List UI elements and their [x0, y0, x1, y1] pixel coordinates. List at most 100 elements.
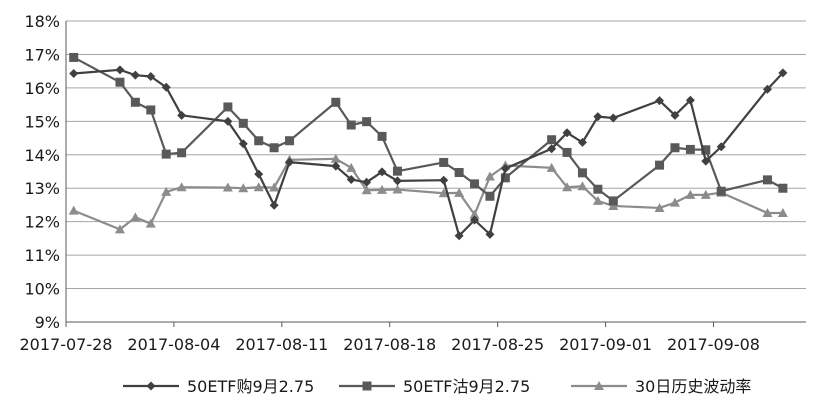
data-point — [439, 157, 449, 167]
legend-item: 30日历史波动率 — [571, 377, 751, 396]
data-point — [346, 120, 356, 130]
data-point — [392, 176, 402, 186]
data-point — [608, 113, 618, 123]
data-point — [546, 162, 557, 172]
data-point — [669, 197, 680, 207]
data-point — [470, 215, 480, 225]
data-point — [377, 184, 388, 194]
data-point — [485, 191, 495, 201]
gridlines — [66, 20, 806, 290]
data-point — [146, 105, 156, 115]
legend-label: 50ETF购9月2.75 — [187, 377, 314, 396]
data-point — [439, 175, 449, 185]
data-point — [145, 218, 156, 228]
legend-item: 50ETF购9月2.75 — [123, 377, 314, 396]
y-tick-label: 16% — [24, 79, 60, 98]
x-tick-label: 2017-07-28 — [20, 335, 113, 354]
data-point — [454, 231, 464, 241]
data-point — [685, 144, 695, 154]
data-point — [500, 173, 510, 183]
data-point — [285, 136, 295, 146]
data-point — [454, 187, 465, 197]
series-triangle — [68, 153, 788, 234]
data-point — [593, 112, 603, 122]
data-point — [115, 65, 125, 75]
data-point — [562, 182, 573, 192]
data-point — [700, 189, 711, 199]
y-tick-label: 11% — [24, 246, 60, 265]
y-tick-label: 13% — [24, 179, 60, 198]
data-point — [254, 169, 264, 179]
y-tick-label: 18% — [24, 12, 60, 31]
data-point — [547, 135, 557, 145]
data-point — [593, 184, 603, 194]
data-point — [778, 68, 788, 78]
data-point — [69, 69, 79, 79]
data-point — [361, 185, 372, 195]
legend-label: 30日历史波动率 — [635, 377, 751, 396]
data-point — [115, 77, 125, 87]
data-point — [222, 182, 233, 192]
data-point — [392, 184, 403, 194]
y-tick-label: 17% — [24, 45, 60, 64]
data-point — [577, 168, 587, 178]
data-point — [654, 202, 665, 212]
data-point — [762, 207, 773, 217]
data-point — [562, 147, 572, 157]
data-point — [562, 128, 572, 138]
data-point — [238, 139, 248, 149]
axes: 9% 10% 11% 12% 13% 14% 15% 16% 17% 18% 2017-07-28 2… — [20, 12, 806, 354]
data-point — [223, 102, 233, 112]
data-point — [470, 179, 480, 189]
data-point — [130, 97, 140, 107]
x-tick-label: 2017-08-18 — [343, 335, 436, 354]
data-point — [608, 200, 619, 210]
x-tick-label: 2017-08-25 — [451, 335, 544, 354]
data-point — [69, 52, 79, 62]
data-point — [685, 95, 695, 105]
series-square — [69, 52, 788, 206]
data-point — [130, 212, 141, 222]
data-point — [655, 96, 665, 106]
data-point — [161, 149, 171, 159]
y-tick-label: 12% — [24, 213, 60, 232]
y-tick-label: 9% — [35, 313, 60, 332]
data-point — [346, 175, 356, 185]
data-point — [269, 200, 279, 210]
data-point — [577, 181, 588, 191]
data-point — [130, 70, 140, 80]
data-point — [670, 143, 680, 153]
data-point — [608, 196, 618, 206]
data-point — [377, 131, 387, 141]
data-point — [253, 182, 264, 192]
data-point — [469, 209, 480, 219]
data-point — [146, 381, 156, 391]
y-tick-label: 14% — [24, 146, 60, 165]
data-point — [392, 166, 402, 176]
series-diamond — [69, 65, 788, 241]
data-point — [547, 144, 557, 154]
data-point — [362, 177, 372, 187]
data-point — [701, 156, 711, 166]
data-point — [285, 157, 295, 167]
data-point — [177, 148, 187, 158]
data-point — [223, 116, 233, 126]
series-lines — [68, 52, 788, 241]
data-point — [238, 183, 249, 193]
data-point — [716, 142, 726, 152]
legend: 50ETF购9月2.75 50ETF沽9月2.75 30日历史波动率 — [123, 377, 751, 396]
x-tick-label: 2017-08-04 — [127, 335, 220, 354]
data-point — [701, 145, 711, 155]
data-point — [670, 110, 680, 120]
data-point — [655, 160, 665, 170]
legend-label: 50ETF沽9月2.75 — [403, 377, 530, 396]
data-point — [331, 97, 341, 107]
data-point — [269, 182, 280, 192]
data-point — [485, 229, 495, 239]
data-point — [577, 137, 587, 147]
data-point — [146, 72, 156, 82]
data-point — [500, 163, 510, 173]
data-point — [377, 167, 387, 177]
data-point — [269, 143, 279, 153]
data-point — [331, 161, 341, 171]
